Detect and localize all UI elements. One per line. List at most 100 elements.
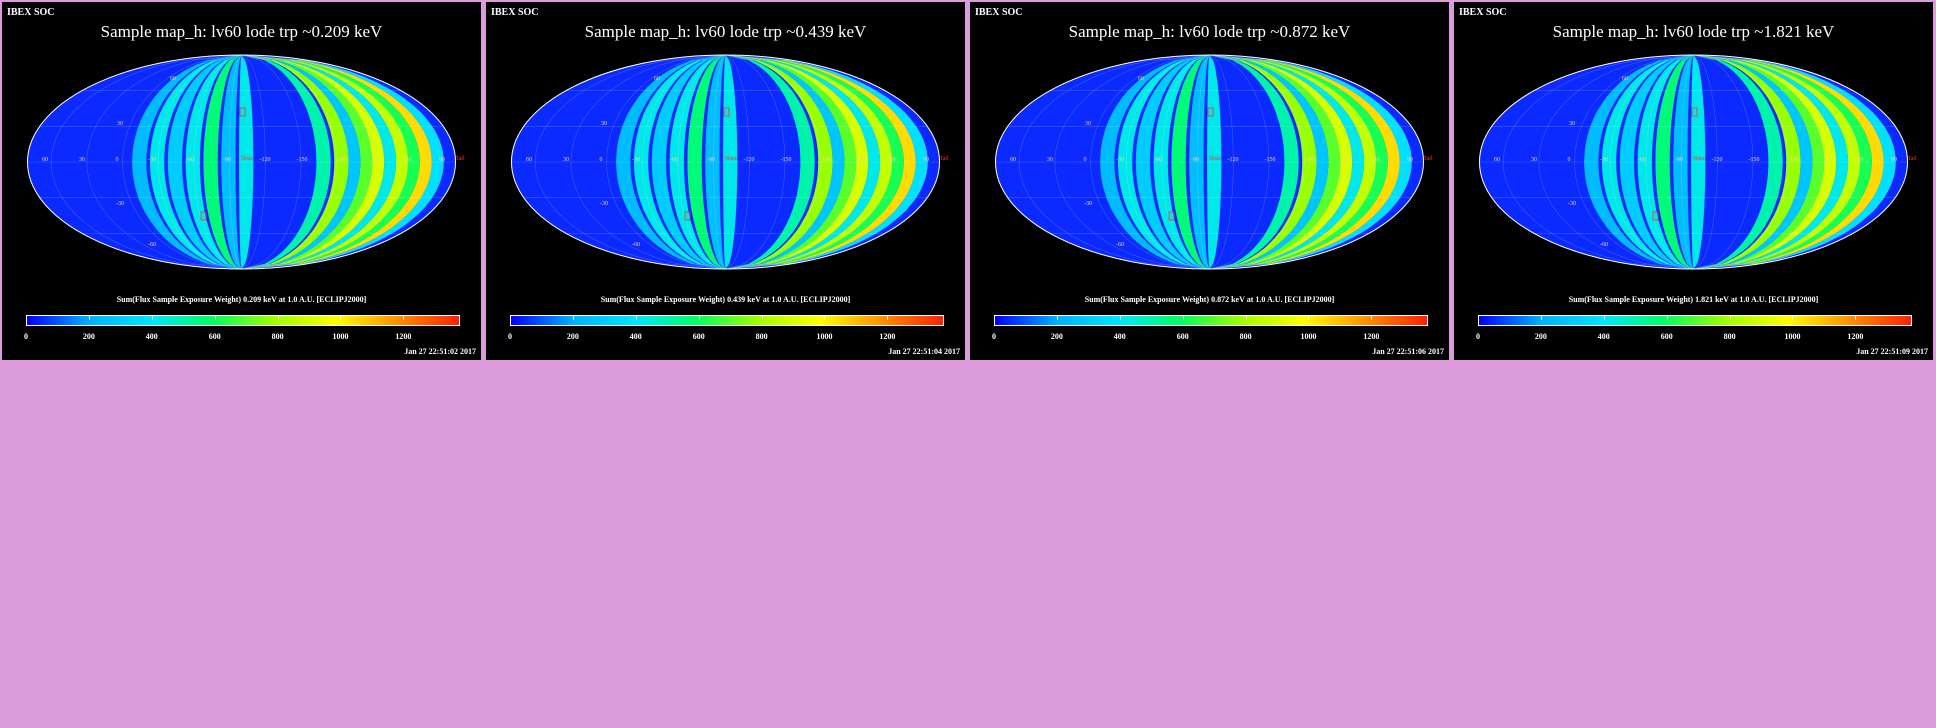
colorbar-tick-mark: [994, 315, 995, 320]
lat-label: 30: [117, 121, 123, 127]
colorbar-tick-label: 400: [629, 332, 642, 341]
meridian-line: [1693, 55, 1754, 269]
heatmap-band: [221, 55, 242, 269]
lon-label: 60: [526, 157, 532, 163]
lon-label: 30: [563, 157, 569, 163]
meridian-line: [1018, 55, 1210, 269]
lon-label: -60: [1638, 157, 1646, 163]
meridian-line: [1645, 55, 1694, 269]
graticule: [1479, 55, 1908, 269]
heatmap-band: [241, 55, 331, 269]
colorbar-tick-label: 800: [1723, 332, 1736, 341]
lon-label: 150: [1341, 157, 1350, 163]
lon-label: -150: [297, 157, 308, 163]
lat-label: 30: [1569, 121, 1575, 127]
lat-label: 30: [601, 121, 607, 127]
colorbar-tick-label: 200: [1050, 332, 1063, 341]
meridian-line: [725, 55, 857, 269]
timestamp: Jan 27 22:51:09 2017: [1856, 347, 1928, 356]
lon-label: -60: [186, 157, 194, 163]
meridian-line: [1693, 55, 1861, 269]
colorbar-tick-mark: [1371, 315, 1373, 320]
meridian-line: [1693, 55, 1718, 269]
lon-label: -60: [1154, 157, 1162, 163]
colorbar-caption: Sum(Flux Sample Exposure Weight) 0.209 k…: [116, 295, 367, 304]
meridian-line: [725, 55, 821, 269]
heatmap-band: [185, 55, 242, 269]
corner-label: IBEX SOC: [7, 7, 55, 18]
lat-label: 30: [1085, 121, 1091, 127]
meridian-line: [1209, 55, 1234, 269]
ribbon-marker: [1691, 107, 1698, 117]
colorbar-tick-mark: [1792, 315, 1794, 320]
ribbon-marker: [723, 107, 730, 117]
heatmap-band: [634, 55, 726, 269]
colorbar-tick-label: 400: [1597, 332, 1610, 341]
heatmap-band: [1602, 55, 1694, 269]
heatmap-band: [705, 55, 726, 269]
colorbar-tick-mark: [698, 315, 700, 320]
timestamp: Jan 27 22:51:06 2017: [1372, 347, 1444, 356]
mollweide-map: 60 30 0 -30 -60 -90 -120 -150 180 150 120 90 60 30 -30…: [1479, 54, 1917, 270]
map-outline: [511, 54, 940, 270]
graticule: [995, 55, 1424, 269]
lon-label: 150: [373, 157, 382, 163]
lat-label: -30: [600, 201, 608, 207]
ribbon-marker: [1168, 211, 1175, 221]
meridian-line: [606, 55, 726, 269]
heatmap-band: [669, 55, 726, 269]
lat-label: 60: [654, 76, 660, 82]
colorbar-tick-mark: [26, 315, 27, 320]
lon-label: -90: [707, 157, 715, 163]
lon-label: 120: [1855, 157, 1864, 163]
colorbar-tick-mark: [151, 315, 153, 320]
lon-label: -150: [1749, 157, 1760, 163]
heatmap-band: [167, 55, 242, 269]
lon-label: 150: [857, 157, 866, 163]
colorbar-tick-mark: [214, 315, 216, 320]
lon-label: 0: [116, 157, 119, 163]
heatmap-band: [1637, 55, 1694, 269]
meridian-line: [725, 55, 750, 269]
lon-label: -90: [223, 157, 231, 163]
lon-label: 120: [1371, 157, 1380, 163]
meridian-line: [50, 55, 242, 269]
colorbar-tick-label: 1000: [1300, 332, 1317, 341]
lon-label: 60: [42, 157, 48, 163]
panel-title: Sample map_h: lv60 lode trp ~1.821 keV: [1552, 22, 1835, 41]
heatmap-band: [1691, 55, 1706, 269]
meridian-line: [1197, 55, 1210, 269]
colorbar-tick-label: 600: [1660, 332, 1673, 341]
colorbar-tick-label: 600: [208, 332, 221, 341]
panel-title: Sample map_h: lv60 lode trp ~0.872 keV: [1068, 22, 1351, 41]
heatmap-band: [651, 55, 726, 269]
lon-label: 150: [1825, 157, 1834, 163]
colorbar-tick-label: 200: [1534, 332, 1547, 341]
colorbar-tick-label: 600: [1176, 332, 1189, 341]
nose-marker: Nose: [241, 156, 254, 162]
meridian-line: [725, 55, 893, 269]
colorbar-caption: Sum(Flux Sample Exposure Weight) 0.439 k…: [600, 295, 851, 304]
colorbar-tick-label: 200: [82, 332, 95, 341]
colorbar-tick-label: 600: [692, 332, 705, 341]
timestamp: Jan 27 22:51:02 2017: [404, 347, 476, 356]
colorbar-tick-label: 1200: [1847, 332, 1864, 341]
colorbar-tick-label: 0: [1476, 332, 1480, 341]
sky-map-panel: 60 30 0 -30 -60 -90 -120 -150 180 150 120 90 60 30 -30…: [1454, 2, 1933, 360]
meridian-line: [641, 55, 726, 269]
ribbon-marker: [239, 107, 246, 117]
corner-label: IBEX SOC: [975, 7, 1023, 18]
colorbar-tick-mark: [277, 315, 279, 320]
band-group: [1100, 55, 1412, 269]
heatmap-band: [239, 55, 254, 269]
colorbar-tick-mark: [572, 315, 574, 320]
colorbar-tick-mark: [340, 315, 342, 320]
heatmap-band: [725, 55, 815, 269]
colorbar-tick-mark: [887, 315, 889, 320]
meridian-line: [1693, 55, 1896, 269]
colorbar-tick-mark: [88, 315, 90, 320]
lon-label: -150: [1265, 157, 1276, 163]
heatmap-band: [150, 55, 242, 269]
colorbar-tick-mark: [1245, 315, 1247, 320]
lon-label: 180: [822, 157, 831, 163]
